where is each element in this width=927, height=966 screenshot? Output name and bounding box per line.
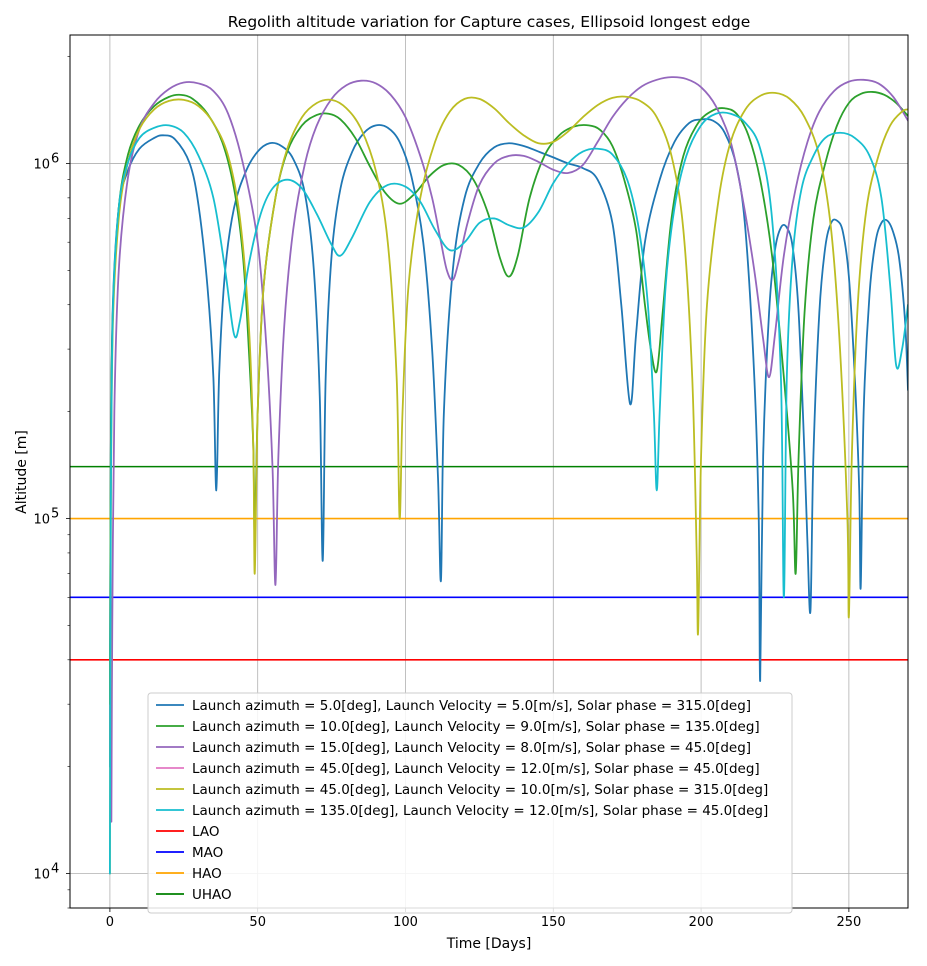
x-tick-label: 100: [393, 915, 418, 930]
reference-lines: [70, 465, 908, 661]
y-tick-exponent: 6: [51, 151, 59, 166]
legend-label: Launch azimuth = 45.0[deg], Launch Veloc…: [192, 782, 768, 798]
series-lines: [109, 76, 908, 875]
legend-label: Launch azimuth = 5.0[deg], Launch Veloci…: [192, 698, 751, 714]
legend-box: [147, 692, 793, 914]
y-axis-title: Altitude [m]: [14, 430, 30, 514]
x-tick-label: 250: [836, 915, 861, 930]
legend-label: Launch azimuth = 135.0[deg], Launch Velo…: [192, 803, 768, 819]
x-tick-label: 200: [689, 915, 714, 930]
y-tick-label: 10: [33, 868, 50, 883]
x-axis-title: Time [Days]: [446, 936, 532, 952]
x-tick-label: 150: [541, 915, 566, 930]
x-tick-label: 0: [106, 915, 114, 930]
series-line-2: [109, 90, 908, 706]
legend: Launch azimuth = 5.0[deg], Launch Veloci…: [147, 692, 793, 914]
plot-area: [70, 76, 908, 875]
x-tick-label: 50: [249, 915, 266, 930]
series-line-3: [110, 76, 908, 823]
legend-label: Launch azimuth = 15.0[deg], Launch Veloc…: [192, 740, 751, 756]
y-tick-label: 10: [33, 513, 50, 528]
chart-title: Regolith altitude variation for Capture …: [228, 13, 751, 31]
legend-label: LAO: [192, 824, 219, 840]
series-line-1: [109, 118, 908, 768]
y-tick-label: 10: [33, 157, 50, 172]
series-line-6: [109, 111, 908, 875]
legend-label: UHAO: [192, 887, 232, 903]
legend-label: HAO: [192, 866, 222, 882]
series-line-5: [109, 91, 908, 875]
legend-label: Launch azimuth = 45.0[deg], Launch Veloc…: [192, 761, 760, 777]
x-axis-ticks: 0 50 100 150 200 250: [106, 908, 861, 930]
legend-label: Launch azimuth = 10.0[deg], Launch Veloc…: [192, 719, 760, 735]
legend-label: MAO: [192, 845, 223, 861]
y-tick-exponent: 4: [51, 862, 59, 877]
y-tick-exponent: 5: [51, 507, 59, 522]
